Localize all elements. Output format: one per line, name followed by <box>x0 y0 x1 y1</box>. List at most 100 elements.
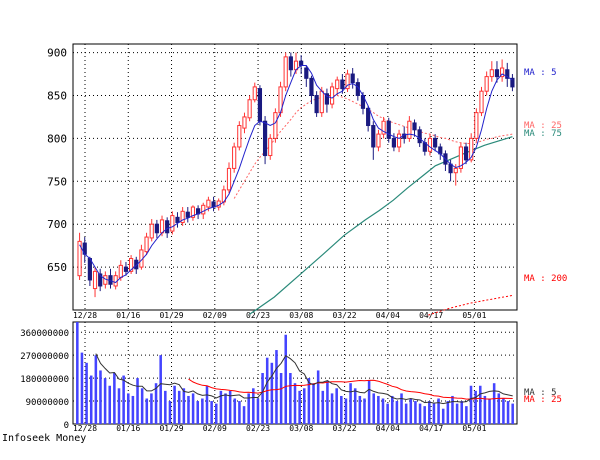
candle-body <box>314 94 319 114</box>
candle-body <box>366 107 371 127</box>
candle-body <box>144 236 149 253</box>
volume-bar <box>478 385 482 424</box>
candle-body <box>324 93 330 105</box>
volume-tick-label: 90000000 <box>26 398 69 408</box>
price-tick-label: 850 <box>47 89 67 102</box>
price-x-tick-label: 12/28 <box>73 311 97 320</box>
candle-body <box>242 116 247 129</box>
volume-bar <box>293 383 297 424</box>
volume-x-tick-label: 12/28 <box>73 424 97 433</box>
ma5-line <box>79 65 513 284</box>
candle-body <box>304 67 309 79</box>
candle-body <box>376 133 381 148</box>
volume-bar <box>122 375 125 424</box>
candle-body <box>329 86 335 105</box>
ma75-line <box>249 136 513 315</box>
volume-bar <box>94 355 98 424</box>
candle-body <box>474 112 479 139</box>
candle-body <box>206 199 211 208</box>
volume-bar <box>201 398 204 424</box>
candle-body <box>350 73 355 84</box>
candle-body <box>407 120 412 139</box>
volume-bar <box>502 398 505 424</box>
volume-bar <box>89 375 93 424</box>
volume-bar <box>381 398 385 424</box>
volume-bar <box>455 403 459 424</box>
volume-bar <box>80 352 84 424</box>
volume-bar <box>344 398 348 424</box>
ma-label: MA : 200 <box>524 274 567 284</box>
volume-x-tick-label: 02/23 <box>246 424 270 433</box>
candle-body <box>345 73 350 90</box>
price-tick-label: 800 <box>47 132 67 145</box>
volume-bar <box>150 393 153 424</box>
volume-bar <box>238 401 241 424</box>
volume-bar <box>428 401 431 424</box>
candle-body <box>489 69 494 78</box>
candle-body <box>335 79 340 90</box>
volume-bar <box>145 398 149 424</box>
volume-bar <box>136 378 139 424</box>
volume-bar <box>233 398 237 424</box>
volume-bar <box>423 406 426 424</box>
volume-bar <box>279 373 283 424</box>
volume-bar <box>182 388 186 424</box>
volume-bar <box>275 350 278 424</box>
candle-body <box>149 223 154 239</box>
volume-bar <box>390 395 394 424</box>
volume-bar <box>261 373 264 424</box>
volume-bar <box>214 403 218 424</box>
ma-label: MA : 5 <box>524 68 557 78</box>
volume-bar <box>460 401 464 424</box>
price-x-tick-label: 03/22 <box>333 311 357 320</box>
volume-bar <box>312 383 315 424</box>
volume-bar <box>335 388 338 424</box>
volume-bar <box>117 388 121 424</box>
ma25-line <box>233 95 513 199</box>
candle-body <box>319 90 324 114</box>
price-panel: 650 700 750 800 850 900 12/28 01/16 01/29 02/09 02… <box>47 43 567 320</box>
volume-bar <box>497 393 501 424</box>
candle-body <box>98 273 103 287</box>
candle-body <box>201 204 206 215</box>
volume-bar <box>349 383 352 424</box>
volume-panel: 360000000 270000000 180000000 90000000 0 12/2… <box>20 321 562 433</box>
volume-bar <box>187 395 190 424</box>
ma-label: MA : 75 <box>524 129 562 139</box>
credit-text: Infoseek Money <box>2 433 87 444</box>
volume-bar <box>437 398 440 424</box>
volume-bar <box>177 390 181 424</box>
volume-bar <box>404 403 408 424</box>
candle-body <box>500 67 505 78</box>
volume-bar <box>196 401 200 424</box>
candle-body <box>391 137 397 148</box>
candle-body <box>386 120 391 139</box>
volume-bar <box>469 385 473 424</box>
price-x-tick-label: 02/09 <box>203 311 227 320</box>
candle-body <box>469 137 474 161</box>
volume-bar <box>474 390 477 424</box>
volume-bar <box>432 403 436 424</box>
candle-body <box>427 137 433 152</box>
volume-x-tick-label: 02/09 <box>203 424 227 433</box>
candle-body <box>129 258 134 272</box>
price-x-tick-label: 03/08 <box>289 311 313 320</box>
candle-body <box>412 122 417 131</box>
candle-body <box>185 211 190 218</box>
volume-bar <box>159 355 162 424</box>
volume-bar <box>414 401 417 424</box>
price-x-tick-label: 04/04 <box>376 311 400 320</box>
candle-body <box>268 137 273 157</box>
volume-bar <box>76 322 79 424</box>
volume-bar <box>316 370 320 424</box>
candle-body <box>283 56 288 88</box>
candle-body <box>92 270 98 290</box>
volume-bar <box>326 380 329 424</box>
price-x-tick-label: 01/16 <box>116 311 140 320</box>
candle-body <box>118 264 123 278</box>
volume-bar <box>242 406 246 424</box>
volume-tick-label: 360000000 <box>20 329 69 339</box>
volume-bar <box>224 393 227 424</box>
volume-bar <box>302 388 306 424</box>
volume-bar <box>228 390 232 424</box>
